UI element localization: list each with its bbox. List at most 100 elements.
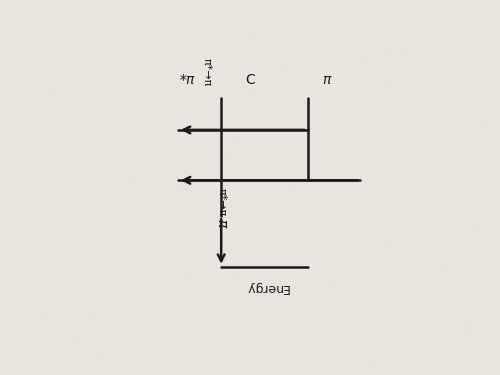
Point — [458, 292, 466, 298]
Point — [338, 285, 346, 291]
Point — [40, 71, 48, 77]
Point — [314, 333, 322, 339]
Point — [136, 260, 143, 266]
Point — [93, 35, 101, 41]
Point — [46, 158, 54, 164]
Point — [300, 178, 308, 184]
Point — [426, 259, 434, 265]
Point — [196, 261, 203, 267]
Point — [78, 29, 86, 35]
Point — [348, 298, 356, 304]
Point — [300, 317, 308, 323]
Point — [238, 62, 246, 68]
Point — [402, 91, 410, 97]
Point — [320, 262, 328, 268]
Point — [296, 333, 304, 339]
Point — [310, 357, 318, 363]
Point — [399, 157, 407, 163]
Point — [98, 58, 106, 64]
Point — [410, 280, 418, 286]
Point — [150, 132, 158, 138]
Point — [358, 266, 366, 272]
Point — [103, 7, 111, 13]
Point — [170, 319, 178, 325]
Point — [478, 116, 486, 122]
Point — [474, 275, 482, 281]
Point — [74, 298, 82, 304]
Point — [218, 201, 226, 207]
Point — [317, 206, 325, 212]
Point — [392, 238, 400, 244]
Point — [447, 138, 455, 144]
Point — [456, 26, 464, 32]
Point — [375, 89, 383, 95]
Point — [418, 232, 426, 238]
Point — [38, 214, 46, 220]
Point — [434, 138, 442, 144]
Point — [143, 201, 151, 207]
Point — [344, 19, 352, 25]
Point — [472, 291, 480, 297]
Point — [302, 92, 310, 98]
Point — [283, 179, 291, 185]
Point — [21, 336, 29, 342]
Point — [162, 18, 170, 24]
Point — [266, 133, 274, 139]
Point — [370, 333, 378, 339]
Point — [178, 309, 186, 315]
Point — [290, 336, 298, 342]
Point — [179, 49, 187, 55]
Point — [266, 268, 274, 274]
Point — [250, 362, 258, 368]
Point — [148, 248, 156, 254]
Point — [158, 129, 166, 135]
Point — [138, 92, 145, 98]
Point — [130, 99, 138, 105]
Point — [478, 16, 486, 22]
Point — [239, 99, 247, 105]
Point — [379, 201, 387, 207]
Point — [277, 339, 285, 345]
Point — [291, 78, 299, 84]
Point — [337, 38, 345, 44]
Point — [168, 355, 176, 361]
Point — [203, 146, 211, 152]
Point — [326, 145, 334, 151]
Point — [20, 286, 28, 292]
Point — [204, 288, 212, 294]
Point — [441, 172, 449, 178]
Point — [404, 235, 412, 241]
Point — [237, 6, 245, 12]
Point — [294, 140, 302, 146]
Point — [110, 205, 118, 211]
Point — [123, 294, 131, 300]
Point — [360, 306, 368, 312]
Point — [329, 281, 337, 287]
Point — [173, 316, 181, 322]
Point — [376, 35, 384, 41]
Point — [438, 285, 446, 291]
Point — [84, 140, 92, 146]
Point — [314, 337, 322, 343]
Point — [14, 112, 22, 118]
Point — [36, 24, 44, 30]
Point — [29, 213, 37, 219]
Point — [272, 172, 280, 178]
Point — [324, 95, 332, 101]
Point — [315, 168, 323, 174]
Point — [302, 306, 310, 312]
Point — [378, 351, 386, 357]
Point — [22, 316, 30, 322]
Point — [116, 101, 124, 107]
Point — [244, 89, 252, 95]
Point — [459, 73, 467, 79]
Point — [290, 148, 298, 154]
Point — [165, 346, 173, 352]
Point — [418, 29, 426, 35]
Point — [348, 134, 356, 140]
Point — [179, 59, 187, 65]
Point — [130, 35, 138, 41]
Point — [17, 253, 25, 259]
Point — [238, 32, 246, 38]
Point — [349, 193, 357, 199]
